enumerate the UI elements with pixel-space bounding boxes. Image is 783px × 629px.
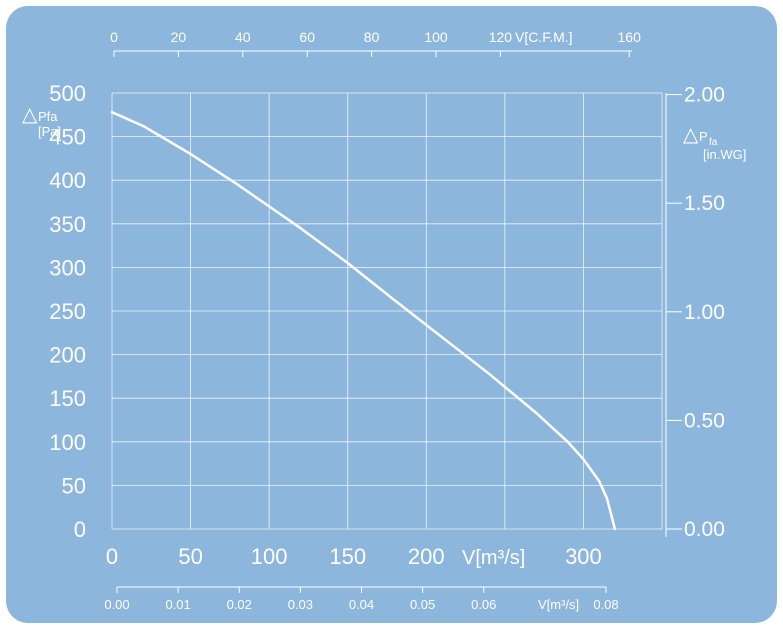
bottom-secondary-tick-label: 0.01 [165, 597, 190, 612]
bottom-tick-label: 50 [178, 544, 202, 569]
bottom-tick-label: 200 [408, 544, 445, 569]
right-tick-label: 2.00 [684, 84, 725, 107]
left-tick-label: 50 [62, 473, 86, 498]
top-tick-label: 160 [618, 29, 642, 45]
bottom-tick-label: 300 [565, 544, 602, 569]
bottom-tick-label: 150 [329, 544, 366, 569]
left-tick-label: 200 [49, 343, 86, 368]
left-axis-label-main: Pfa [38, 109, 58, 124]
chart-panel [6, 6, 777, 623]
bottom-secondary-tick-label: 0.03 [288, 597, 313, 612]
right-axis-label-sub: fa [709, 137, 718, 148]
bottom-secondary-tick-label: 0.08 [593, 597, 618, 612]
top-tick-label: 80 [364, 29, 380, 45]
left-tick-label: 500 [49, 81, 86, 106]
left-tick-label: 0 [74, 517, 86, 542]
performance-curve [110, 110, 617, 531]
bottom-secondary-tick-label: 0.05 [410, 597, 435, 612]
right-axis-label-unit: [in.WG] [703, 147, 746, 162]
left-tick-label: 100 [49, 430, 86, 455]
bottom-secondary-tick-label: 0.02 [227, 597, 252, 612]
right-axis-label-symbol: △ [683, 124, 699, 146]
bottom-axis-ticks: 0 50 100 150 200 300 [106, 544, 602, 569]
left-tick-label: 150 [49, 386, 86, 411]
left-tick-label: 350 [49, 212, 86, 237]
bottom-secondary-tick-label: 0.00 [104, 597, 129, 612]
left-tick-label: 400 [49, 168, 86, 193]
right-tick-label: 0.00 [684, 518, 725, 541]
top-axis-label: V[C.F.M.] [515, 29, 573, 45]
bottom-axis-label: V[m³/s] [462, 547, 525, 569]
right-tick-label: 1.00 [684, 301, 725, 324]
right-axis-ticks: 2.00 1.50 1.00 0.50 0.00 [666, 84, 725, 541]
top-tick-label: 60 [299, 29, 315, 45]
left-axis-label-symbol: △ [22, 104, 38, 126]
top-tick-label: 120 [489, 29, 513, 45]
left-tick-label: 250 [49, 299, 86, 324]
bottom-secondary-tick-label: 0.04 [349, 597, 374, 612]
right-tick-label: 1.50 [684, 192, 725, 215]
top-tick-label: 100 [424, 29, 448, 45]
top-tick-label: 40 [235, 29, 251, 45]
bottom-secondary-axis-ticks: 0.00 0.01 0.02 0.03 0.04 0.05 0.06 0.08 [104, 587, 619, 612]
right-axis-label-main: P [699, 129, 708, 144]
bottom-tick-label: 100 [251, 544, 288, 569]
left-tick-label: 300 [49, 255, 86, 280]
left-axis-label-unit: [Pa] [38, 124, 61, 139]
bottom-secondary-axis-label: V[m³/s] [538, 597, 579, 612]
bottom-secondary-tick-label: 0.06 [471, 597, 496, 612]
right-tick-label: 0.50 [684, 409, 725, 432]
bottom-tick-label: 0 [106, 544, 118, 569]
grid-lines [111, 92, 663, 530]
left-tick-label: 450 [49, 125, 86, 150]
top-tick-label: 20 [171, 29, 187, 45]
top-axis-ticks: 0 20 40 60 80 100 120 160 [110, 29, 641, 57]
top-tick-label: 0 [110, 29, 118, 45]
